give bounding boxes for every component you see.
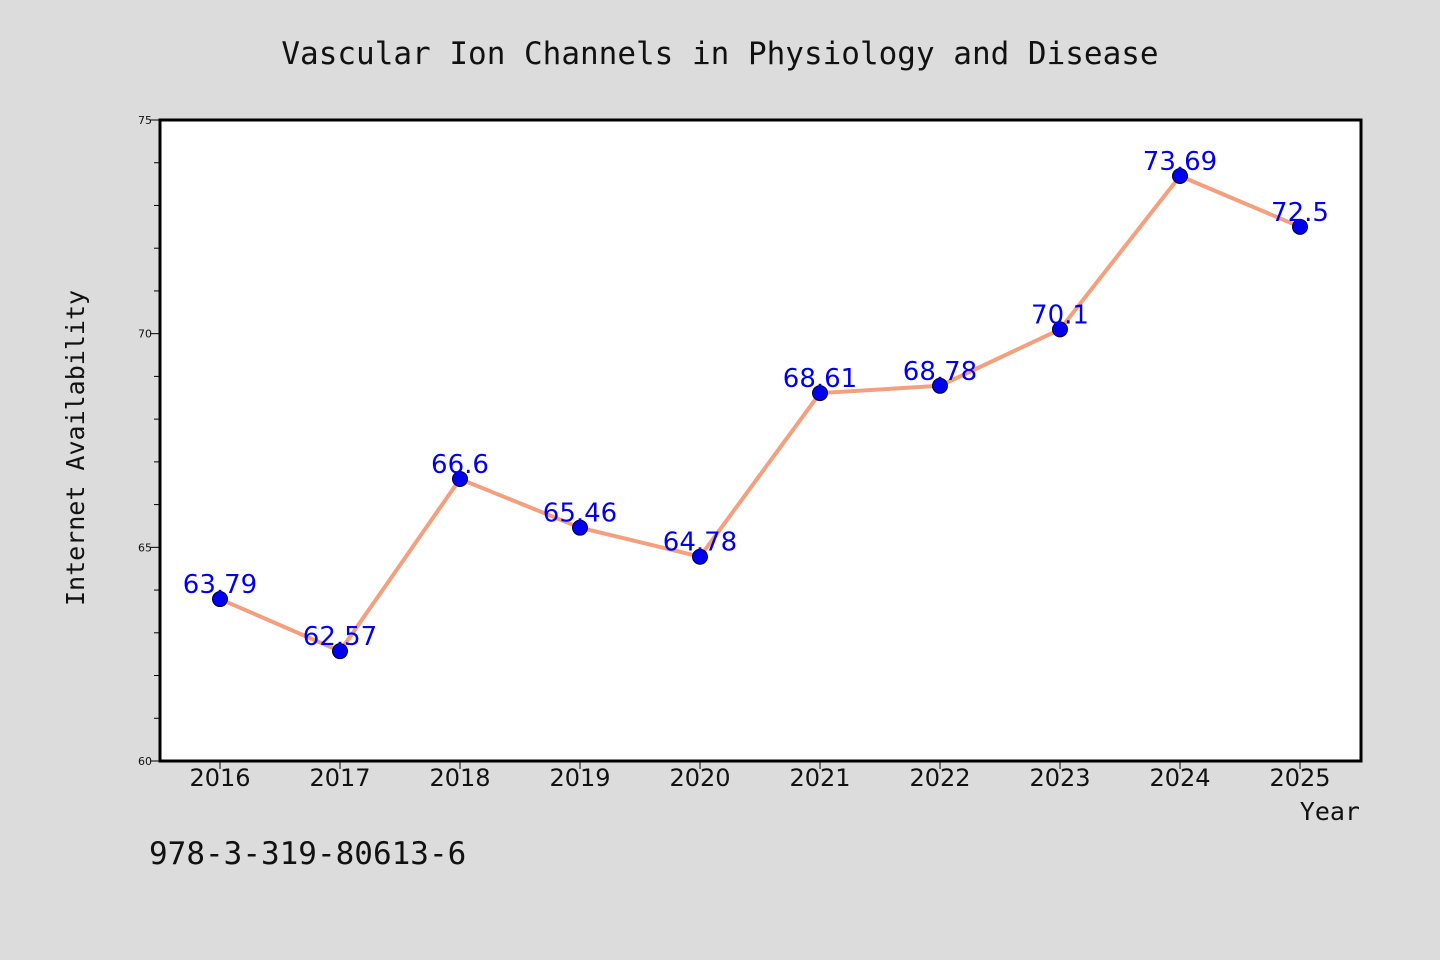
data-label: 72.5 (1271, 198, 1329, 228)
y-tick-label: 60 (138, 755, 152, 768)
x-tick-label: 2024 (1149, 764, 1210, 792)
data-point (1172, 167, 1188, 184)
data-label: 70.1 (1031, 300, 1089, 330)
x-tick-label: 2025 (1269, 764, 1330, 792)
data-point (572, 519, 588, 536)
x-tick-label: 2021 (789, 764, 850, 792)
x-tick-label: 2022 (909, 764, 970, 792)
data-label: 64.78 (663, 528, 737, 558)
x-tick-label: 2016 (189, 764, 250, 792)
data-label: 68.78 (903, 357, 977, 387)
data-point (692, 548, 708, 565)
data-label: 62.57 (303, 622, 377, 652)
x-tick-label: 2018 (429, 764, 490, 792)
y-tick-label: 75 (138, 114, 152, 127)
series-line (218, 173, 1302, 654)
isbn-text: 978-3-319-80613-6 (149, 836, 466, 872)
data-point (212, 591, 228, 608)
x-tick-label: 2017 (309, 764, 370, 792)
data-label: 63.79 (183, 570, 257, 600)
x-tick-label: 2023 (1029, 764, 1090, 792)
data-point (1292, 218, 1308, 235)
x-axis-label: Year (1300, 797, 1360, 826)
chart-title: Vascular Ion Channels in Physiology and … (281, 36, 1158, 72)
data-point (932, 377, 948, 394)
data-point (452, 470, 468, 487)
plot-border (158, 118, 1363, 763)
y-tick-label: 70 (138, 328, 152, 341)
y-axis-label: Internet Availability (61, 290, 90, 606)
y-tick-label: 65 (138, 541, 152, 554)
data-label: 66.6 (431, 450, 489, 480)
data-point (812, 385, 828, 402)
data-point (332, 643, 348, 660)
plot-area (160, 120, 1361, 761)
axis-ticks: 60 65 70 75 2016 2017 2018 2019 2020 2021 2022 2023… (138, 114, 1331, 792)
data-label: 65.46 (543, 499, 617, 529)
data-point (1052, 321, 1068, 338)
data-series: 63.79 62.57 66.6 65.46 64.78 68.61 68.78 70.1 73… (183, 147, 1329, 660)
x-tick-label: 2019 (549, 764, 610, 792)
data-label: 73.69 (1143, 147, 1217, 177)
data-label: 68.61 (783, 364, 857, 394)
x-tick-label: 2020 (669, 764, 730, 792)
